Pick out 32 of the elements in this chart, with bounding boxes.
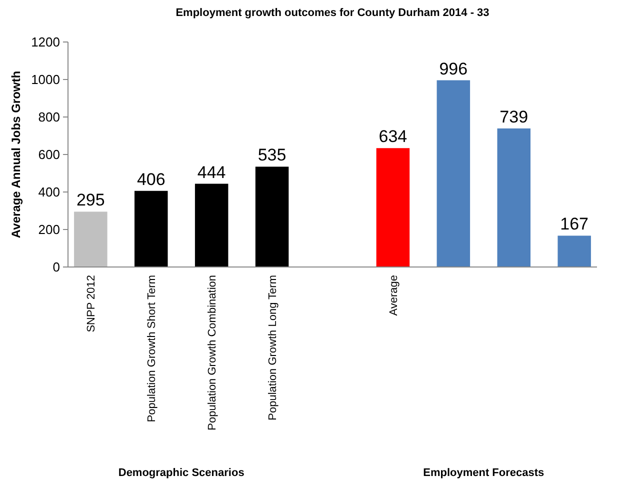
x-tick-label: Population Growth Long Term: [266, 275, 279, 420]
data-label: 167: [560, 214, 589, 234]
bar: [497, 128, 530, 267]
y-tick-label: 800: [38, 110, 60, 125]
y-tick-label: 400: [38, 184, 60, 200]
y-axis-title: Average Annual Jobs Growth: [9, 70, 23, 238]
x-tick-label: Population Growth Short Term: [146, 275, 158, 422]
bar: [558, 236, 591, 267]
data-label: 996: [439, 59, 468, 78]
text: Demographic Scenarios: [118, 467, 244, 479]
data-label: 634: [378, 127, 408, 146]
bar: [74, 212, 108, 267]
y-tick-label: 0: [52, 260, 60, 275]
bar: [255, 166, 289, 267]
x-tick-label: SNPP 2012: [86, 275, 98, 332]
x-tick-label: Average: [388, 275, 400, 316]
x-tick-label: Population Growth Combination: [206, 275, 218, 430]
chart-title: Employment growth outcomes for County Durham 2014 - 33: [176, 7, 490, 19]
data-label: 406: [136, 170, 166, 189]
data-label: 295: [76, 190, 105, 210]
y-tick-label: 200: [38, 222, 60, 238]
bar: [376, 148, 410, 267]
y-tick-label: 600: [38, 147, 60, 162]
data-label: 535: [258, 146, 286, 165]
y-tick-label: 1000: [31, 72, 60, 88]
data-label: 739: [500, 107, 528, 126]
bar: [134, 190, 168, 267]
y-tick-label: 1200: [31, 34, 60, 50]
bar: [194, 184, 228, 267]
text: Employment Forecasts: [423, 467, 544, 479]
bar: [436, 80, 470, 267]
data-label: 444: [197, 162, 226, 182]
